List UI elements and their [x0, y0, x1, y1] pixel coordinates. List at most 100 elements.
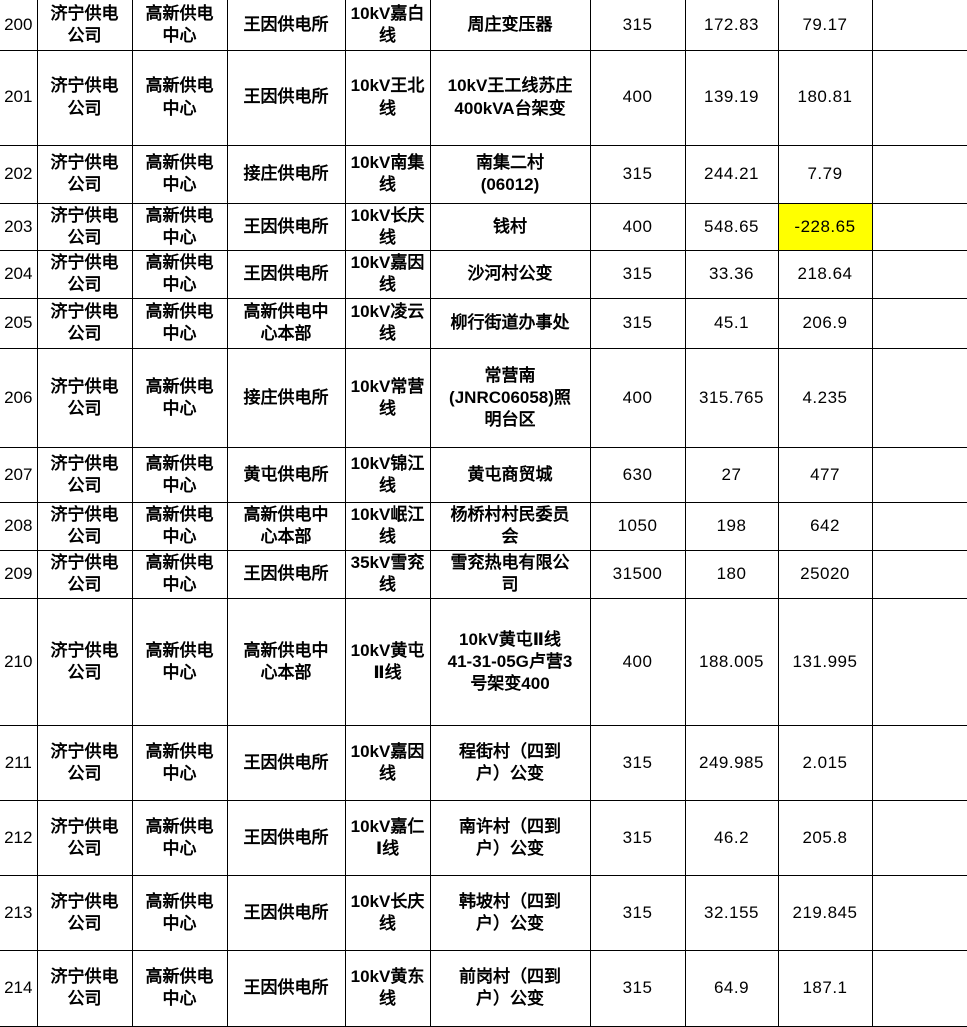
- table-row: 200 济宁供电 公司 高新供电 中心 王因供电所 10kV嘉白 线周庄变压器 315 17…: [0, 0, 967, 51]
- cell-margin-value: 180.81: [777, 49, 873, 146]
- cell-company: 济宁供电 公司: [36, 949, 133, 1027]
- cell-transformer-name: 程街村（四到 户）公变: [429, 724, 591, 801]
- cell-line-name: 10kV常营 线: [344, 347, 431, 448]
- cell-supply-station: 接庄供电所: [226, 347, 346, 448]
- cell-empty: [871, 347, 967, 448]
- cell-supply-center: 高新供电 中心: [131, 874, 228, 951]
- cell-empty: [871, 49, 967, 146]
- cell-supply-center: 高新供电 中心: [131, 0, 228, 51]
- cell-empty: [871, 549, 967, 599]
- cell-margin-value: 79.17: [777, 0, 873, 51]
- cell-row-number: 207: [0, 446, 38, 503]
- cell-line-name: 10kV岷江 线: [344, 501, 431, 551]
- cell-row-number: 201: [0, 49, 38, 146]
- table-row: 201 济宁供电 公司 高新供电 中心 王因供电所 10kV王北 线 10kV王工线苏庄 …: [0, 49, 967, 146]
- cell-empty: [871, 249, 967, 299]
- cell-load-value: 27: [684, 446, 779, 503]
- cell-margin-value: 206.9: [777, 297, 873, 349]
- cell-company: 济宁供电 公司: [36, 549, 133, 599]
- cell-line-name: 35kV雪兖 线: [344, 549, 431, 599]
- cell-transformer-name: 前岗村（四到 户）公变: [429, 949, 591, 1027]
- cell-margin-value: 4.235: [777, 347, 873, 448]
- cell-load-value: 64.9: [684, 949, 779, 1027]
- cell-supply-station: 王因供电所: [226, 549, 346, 599]
- cell-empty: [871, 874, 967, 951]
- cell-capacity: 315: [589, 949, 686, 1027]
- cell-empty: [871, 144, 967, 204]
- cell-empty: [871, 297, 967, 349]
- cell-capacity: 1050: [589, 501, 686, 551]
- cell-supply-station: 王因供电所: [226, 249, 346, 299]
- cell-company: 济宁供电 公司: [36, 249, 133, 299]
- cell-row-number: 209: [0, 549, 38, 599]
- cell-company: 济宁供电 公司: [36, 501, 133, 551]
- cell-line-name: 10kV凌云 线: [344, 297, 431, 349]
- cell-row-number: 211: [0, 724, 38, 801]
- cell-line-name: 10kV黄屯 Ⅱ线: [344, 597, 431, 726]
- cell-load-value: 139.19: [684, 49, 779, 146]
- cell-row-number: 206: [0, 347, 38, 448]
- cell-supply-center: 高新供电 中心: [131, 202, 228, 251]
- cell-empty: [871, 446, 967, 503]
- cell-company: 济宁供电 公司: [36, 446, 133, 503]
- cell-company: 济宁供电 公司: [36, 597, 133, 726]
- cell-capacity: 31500: [589, 549, 686, 599]
- cell-transformer-name: 柳行街道办事处: [429, 297, 591, 349]
- table-row: 213 济宁供电 公司 高新供电 中心 王因供电所 10kV长庆 线韩坡村（四到 户）公…: [0, 874, 967, 951]
- cell-supply-station: 高新供电中 心本部: [226, 501, 346, 551]
- cell-transformer-name: 雪兖热电有限公 司: [429, 549, 591, 599]
- cell-row-number: 205: [0, 297, 38, 349]
- cell-supply-center: 高新供电 中心: [131, 724, 228, 801]
- cell-supply-center: 高新供电 中心: [131, 49, 228, 146]
- cell-supply-station: 王因供电所: [226, 202, 346, 251]
- cell-margin-value: 131.995: [777, 597, 873, 726]
- cell-supply-center: 高新供电 中心: [131, 799, 228, 876]
- cell-margin-value: 642: [777, 501, 873, 551]
- cell-company: 济宁供电 公司: [36, 0, 133, 51]
- cell-line-name: 10kV嘉因 线: [344, 249, 431, 299]
- cell-supply-center: 高新供电 中心: [131, 597, 228, 726]
- cell-load-value: 188.005: [684, 597, 779, 726]
- cell-transformer-name: 10kV黄屯Ⅱ线 41-31-05G卢营3 号架变400: [429, 597, 591, 726]
- cell-row-number: 210: [0, 597, 38, 726]
- cell-supply-station: 王因供电所: [226, 49, 346, 146]
- cell-company: 济宁供电 公司: [36, 347, 133, 448]
- cell-supply-station: 高新供电中 心本部: [226, 597, 346, 726]
- cell-supply-center: 高新供电 中心: [131, 144, 228, 204]
- cell-margin-value: 187.1: [777, 949, 873, 1027]
- cell-supply-center: 高新供电 中心: [131, 249, 228, 299]
- cell-row-number: 204: [0, 249, 38, 299]
- cell-row-number: 202: [0, 144, 38, 204]
- cell-capacity: 400: [589, 49, 686, 146]
- cell-load-value: 198: [684, 501, 779, 551]
- cell-empty: [871, 949, 967, 1027]
- cell-supply-station: 黄屯供电所: [226, 446, 346, 503]
- cell-margin-value: 205.8: [777, 799, 873, 876]
- cell-capacity: 315: [589, 874, 686, 951]
- cell-capacity: 400: [589, 597, 686, 726]
- table-row: 210 济宁供电 公司 高新供电 中心 高新供电中 心本部 10kV黄屯 Ⅱ线 10kV黄…: [0, 597, 967, 726]
- cell-supply-station: 高新供电中 心本部: [226, 297, 346, 349]
- cell-capacity: 315: [589, 0, 686, 51]
- cell-load-value: 180: [684, 549, 779, 599]
- cell-load-value: 548.65: [684, 202, 779, 251]
- cell-transformer-name: 南集二村 (06012): [429, 144, 591, 204]
- cell-supply-station: 王因供电所: [226, 724, 346, 801]
- cell-empty: [871, 799, 967, 876]
- table-row: 207 济宁供电 公司 高新供电 中心 黄屯供电所 10kV锦江 线黄屯商贸城 630 27…: [0, 446, 967, 503]
- cell-capacity: 315: [589, 144, 686, 204]
- cell-supply-station: 王因供电所: [226, 0, 346, 51]
- cell-margin-value: 25020: [777, 549, 873, 599]
- cell-load-value: 315.765: [684, 347, 779, 448]
- cell-supply-center: 高新供电 中心: [131, 446, 228, 503]
- cell-row-number: 213: [0, 874, 38, 951]
- cell-line-name: 10kV嘉仁 Ⅰ线: [344, 799, 431, 876]
- cell-supply-station: 王因供电所: [226, 874, 346, 951]
- table-row: 203 济宁供电 公司 高新供电 中心 王因供电所 10kV长庆 线钱村 400 548.6…: [0, 202, 967, 251]
- cell-line-name: 10kV嘉白 线: [344, 0, 431, 51]
- cell-margin-value: 7.79: [777, 144, 873, 204]
- table-row: 208 济宁供电 公司 高新供电 中心 高新供电中 心本部 10kV岷江 线杨桥村村民委…: [0, 501, 967, 551]
- cell-capacity: 315: [589, 249, 686, 299]
- cell-company: 济宁供电 公司: [36, 724, 133, 801]
